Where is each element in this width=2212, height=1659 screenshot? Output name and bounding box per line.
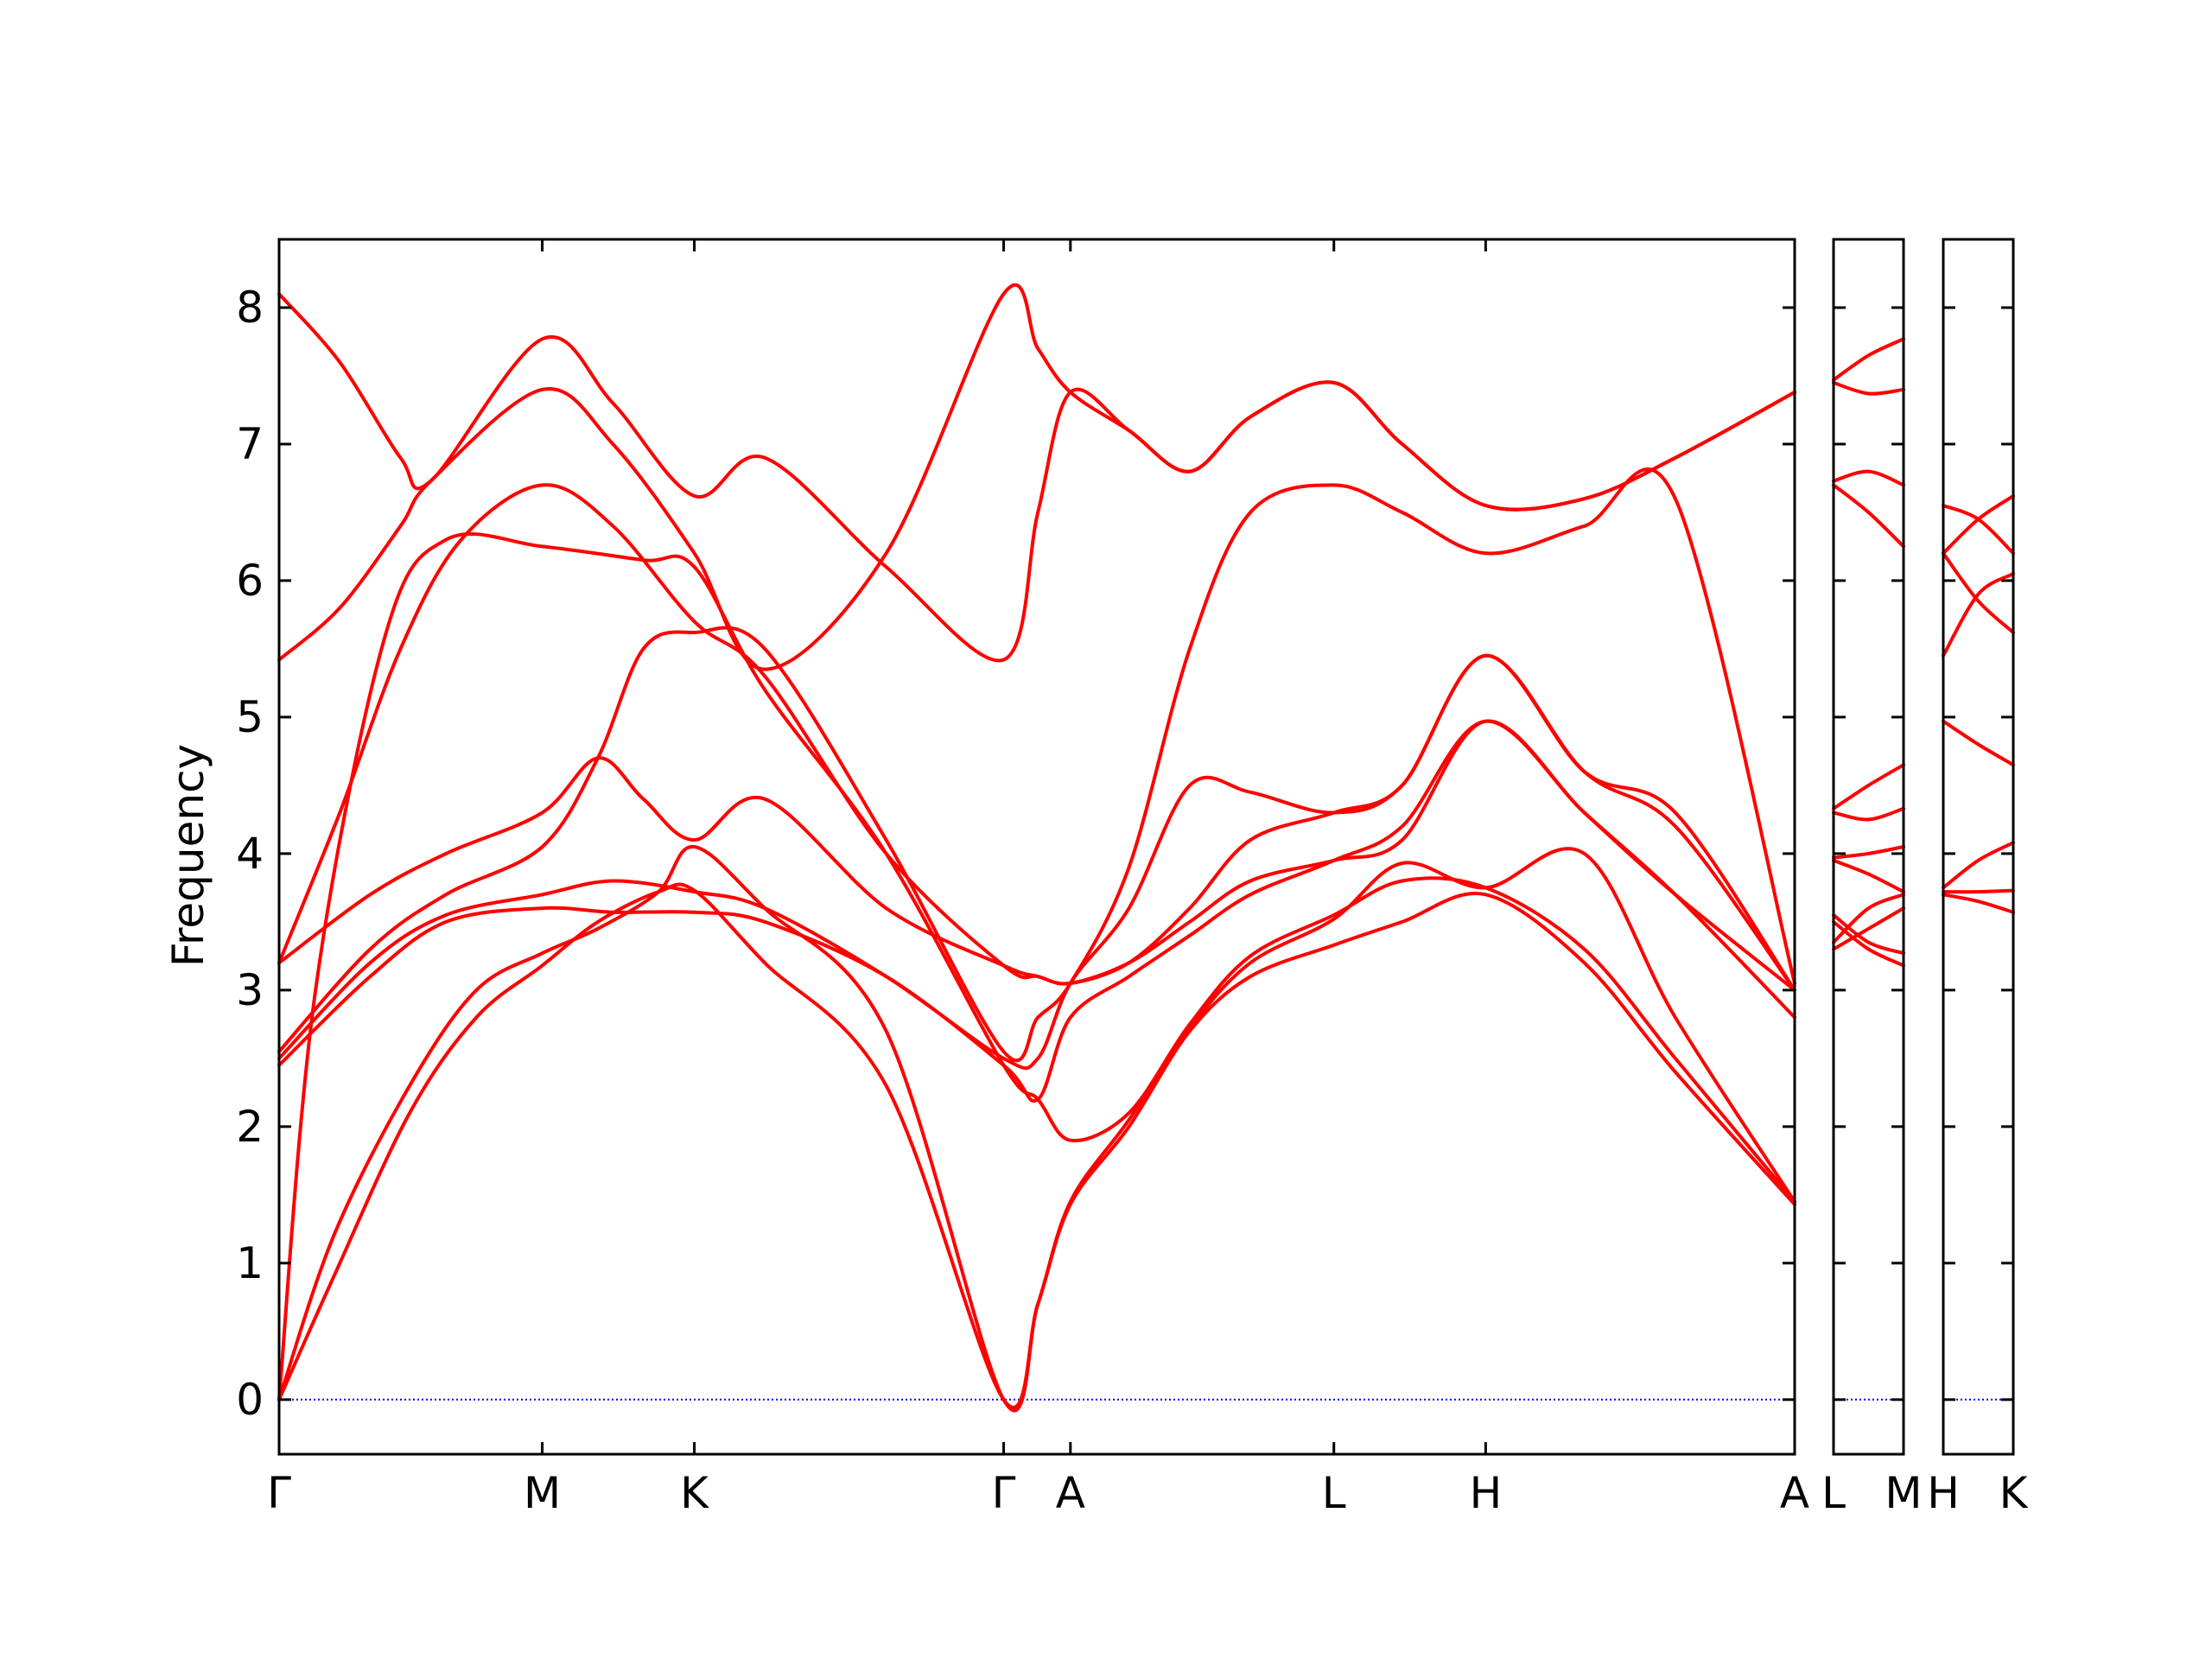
y-tick-label: 5 <box>236 692 264 742</box>
band-line-lm-7 <box>1832 806 1905 822</box>
axes-frame-hk <box>1942 238 2015 1456</box>
band-line-lm-2 <box>1832 893 1905 944</box>
band-line-main-2 <box>277 844 1796 1413</box>
x-tick-label: Γ <box>267 1468 291 1518</box>
band-line-lm-6 <box>1832 845 1905 860</box>
y-axis-tick-labels: 0 1 2 3 4 5 6 7 8 <box>236 283 264 1425</box>
x-tick-label: A <box>1056 1468 1085 1518</box>
band-line-hk-2 <box>1942 888 2015 894</box>
x-tick-label: H <box>1470 1468 1503 1518</box>
band-line-main-4 <box>277 719 1796 1103</box>
x-tick-label: H <box>1927 1468 1960 1518</box>
band-line-lm-10 <box>1832 469 1905 487</box>
y-axis-label: Frequency <box>163 744 213 967</box>
band-line-hk-4 <box>1942 719 2015 767</box>
band-line-lm-11 <box>1832 380 1905 396</box>
x-tick-label: K <box>680 1468 709 1518</box>
y-tick-label: 8 <box>236 283 264 333</box>
band-line-lm-5 <box>1832 858 1905 894</box>
band-line-lm-3 <box>1832 919 1905 968</box>
band-line-main-6 <box>277 467 1796 1063</box>
y-tick-label: 0 <box>236 1375 264 1425</box>
y-tick-label: 1 <box>236 1238 264 1288</box>
band-line-main-7 <box>277 719 1796 992</box>
band-line-lm-9 <box>1832 483 1905 549</box>
band-line-lm-8 <box>1832 763 1905 810</box>
y-tick-label: 2 <box>236 1102 264 1152</box>
x-tick-label: M <box>524 1468 561 1518</box>
y-tick-label: 3 <box>236 965 264 1015</box>
band-line-hk-5 <box>1942 572 2015 658</box>
band-line-hk-6 <box>1942 551 2015 634</box>
x-tick-label: K <box>1999 1468 2029 1518</box>
x-tick-label: L <box>1821 1468 1846 1518</box>
axes-frame-main <box>277 238 1796 1456</box>
band-line-lm-4 <box>1832 913 1905 956</box>
band-line-hk-1 <box>1942 893 2015 914</box>
band-line-main-9 <box>277 283 1796 671</box>
y-tick-label: 4 <box>236 829 264 879</box>
band-line-main-5 <box>277 653 1796 1071</box>
band-line-main-1 <box>277 882 1796 1409</box>
x-tick-label: A <box>1780 1468 1809 1518</box>
axes-frame-lm <box>1832 238 1905 1456</box>
band-line-lm-1 <box>1832 906 1905 951</box>
band-line-main-10 <box>277 292 1796 663</box>
y-tick-label: 7 <box>236 419 264 469</box>
x-tick-label: L <box>1322 1468 1346 1518</box>
x-tick-label: Γ <box>992 1468 1016 1518</box>
band-line-main-8 <box>277 483 1796 992</box>
band-line-hk-3 <box>1942 841 2015 890</box>
band-line-main-3 <box>277 532 1796 1402</box>
x-tick-label: M <box>1885 1468 1922 1518</box>
y-tick-label: 6 <box>236 556 264 606</box>
band-line-lm-12 <box>1832 337 1905 382</box>
band-line-hk-8 <box>1942 504 2015 556</box>
